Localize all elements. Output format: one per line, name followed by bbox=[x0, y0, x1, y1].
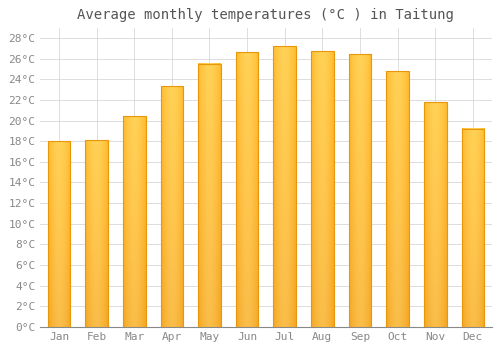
Bar bbox=[462, 129, 484, 327]
Title: Average monthly temperatures (°C ) in Taitung: Average monthly temperatures (°C ) in Ta… bbox=[78, 8, 454, 22]
Bar bbox=[48, 141, 70, 327]
Bar bbox=[311, 51, 334, 327]
Bar bbox=[86, 140, 108, 327]
Bar bbox=[198, 64, 221, 327]
Bar bbox=[348, 55, 372, 327]
Bar bbox=[274, 46, 296, 327]
Bar bbox=[160, 86, 183, 327]
Bar bbox=[424, 102, 446, 327]
Bar bbox=[386, 71, 409, 327]
Bar bbox=[236, 52, 258, 327]
Bar bbox=[123, 117, 146, 327]
